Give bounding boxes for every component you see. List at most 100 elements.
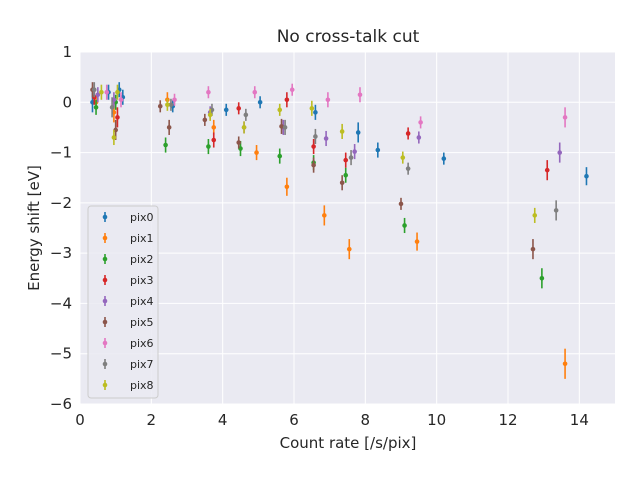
legend-entry: pix5	[102, 316, 154, 329]
data-point	[400, 155, 406, 160]
data-point	[277, 107, 283, 113]
data-point	[115, 89, 120, 95]
y-tick-label: 0	[62, 93, 72, 111]
data-point	[104, 89, 110, 95]
data-point	[206, 144, 211, 149]
x-tick-label: 12	[498, 411, 517, 429]
data-point	[313, 134, 318, 139]
data-point	[252, 89, 258, 95]
data-point	[243, 112, 249, 118]
legend-label: pix1	[130, 232, 154, 245]
series-pix1	[93, 92, 568, 379]
data-point	[530, 246, 536, 252]
data-point	[109, 105, 115, 110]
data-point	[414, 239, 420, 244]
y-tick-label: −2	[50, 194, 72, 212]
x-tick-label: 4	[218, 411, 228, 429]
legend-marker	[102, 340, 108, 346]
data-point	[323, 136, 329, 141]
data-point	[168, 102, 174, 108]
series-pix3	[91, 89, 550, 181]
y-axis-label: Energy shift [eV]	[25, 165, 43, 291]
data-point	[202, 117, 208, 123]
data-point	[309, 106, 315, 111]
data-point	[236, 140, 242, 145]
legend-label: pix7	[130, 358, 154, 371]
legend-label: pix4	[130, 295, 154, 308]
x-tick-label: 6	[289, 411, 299, 429]
legend-marker	[102, 298, 108, 304]
legend-label: pix6	[130, 337, 154, 350]
plot-area	[80, 52, 615, 404]
data-point	[115, 115, 120, 120]
legend-marker	[102, 235, 108, 241]
data-points	[90, 82, 589, 379]
legend-marker	[102, 214, 108, 220]
x-axis-label: Count rate [/s/pix]	[280, 434, 417, 452]
data-point	[165, 102, 170, 108]
data-point	[211, 125, 217, 130]
data-point	[257, 99, 263, 105]
legend-entry: pix7	[102, 358, 154, 371]
data-point	[284, 184, 290, 190]
data-point	[91, 87, 97, 93]
x-tick-label: 14	[570, 411, 589, 429]
data-point	[402, 223, 407, 228]
data-point	[279, 124, 284, 129]
legend-label: pix2	[130, 253, 154, 266]
legend-label: pix3	[130, 274, 154, 287]
y-tick-label: −3	[50, 244, 72, 262]
data-point	[211, 137, 217, 143]
data-point	[584, 173, 589, 179]
data-point	[172, 97, 177, 103]
legend-entry: pix3	[102, 274, 154, 287]
legend-entry: pix2	[102, 253, 154, 266]
data-point	[441, 156, 447, 161]
data-point	[557, 150, 563, 155]
data-point	[95, 92, 101, 98]
x-tick-label: 0	[75, 411, 85, 429]
data-point	[348, 155, 354, 160]
data-point	[289, 87, 295, 93]
legend-marker	[102, 277, 108, 283]
series-pix7	[91, 82, 559, 221]
data-point	[157, 104, 163, 109]
legend-label: pix0	[130, 211, 154, 224]
data-point	[93, 105, 99, 110]
legend-entry: pix1	[102, 232, 154, 245]
data-point	[398, 201, 404, 207]
data-point	[346, 246, 352, 252]
y-tick-label: −4	[50, 294, 72, 312]
legend-entry: pix4	[102, 295, 154, 308]
data-point	[277, 153, 283, 159]
series-pix8	[99, 84, 538, 223]
legend-marker	[102, 256, 108, 262]
data-point	[343, 157, 349, 163]
legend-marker	[102, 319, 108, 325]
data-point	[355, 130, 361, 135]
legend-entry: pix0	[102, 211, 154, 224]
data-point	[207, 112, 213, 118]
data-point	[206, 89, 211, 95]
series-pix2	[93, 94, 545, 289]
data-point	[163, 142, 168, 148]
data-point	[532, 213, 538, 218]
data-point	[544, 167, 550, 173]
legend-marker	[102, 361, 108, 367]
legend-entry: pix6	[102, 337, 154, 350]
data-point	[405, 131, 411, 136]
data-point	[325, 97, 331, 103]
data-point	[405, 166, 411, 171]
chart-title: No cross-talk cut	[277, 27, 420, 47]
y-tick-label: −1	[50, 144, 72, 162]
data-point	[418, 120, 423, 125]
legend: pix0 pix1 pix2 pix3 pix4 pix5 pix6 pix7 pix8	[87, 205, 159, 399]
y-tick-label: −5	[50, 345, 72, 363]
data-point	[416, 135, 422, 140]
grid-lines	[79, 51, 615, 405]
data-point	[357, 92, 363, 98]
data-point	[111, 135, 117, 140]
data-point	[539, 275, 545, 281]
data-point	[339, 129, 345, 134]
y-tick-label: 1	[62, 43, 72, 61]
